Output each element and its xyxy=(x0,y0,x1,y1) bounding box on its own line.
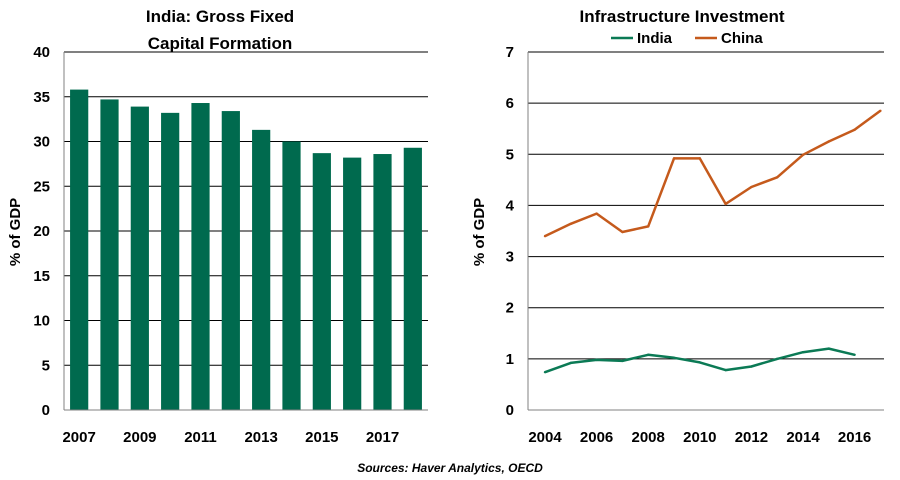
data-point-india xyxy=(647,353,650,356)
legend-label-china: China xyxy=(721,30,763,47)
data-point-china xyxy=(698,157,701,160)
legend-label-india: India xyxy=(637,30,673,47)
data-point-china xyxy=(595,212,598,215)
right-y-tick-label: 5 xyxy=(506,146,514,163)
legend: India China xyxy=(611,30,763,47)
data-point-india xyxy=(698,361,701,364)
right-chart-title: Infrastructure Investment xyxy=(580,7,785,26)
series-line-india xyxy=(544,347,855,374)
data-point-china xyxy=(569,222,572,226)
right-y-tick-label: 1 xyxy=(506,351,514,368)
right-x-tick-label: 2010 xyxy=(683,429,716,446)
data-point-china xyxy=(672,157,676,160)
left-x-tick-label: 2009 xyxy=(123,429,156,446)
left-y-tick-label: 10 xyxy=(33,313,50,330)
infrastructure-line-chart: Infrastructure Investment India China % … xyxy=(471,7,884,446)
bar-2008 xyxy=(100,99,119,410)
bar-2012 xyxy=(221,111,240,410)
bar-2009 xyxy=(130,106,149,410)
data-point-india xyxy=(672,356,676,360)
bar-2010 xyxy=(161,112,180,411)
left-chart-title-line-2: Capital Formation xyxy=(148,34,293,53)
data-point-china xyxy=(801,153,805,156)
bar-2007 xyxy=(70,89,89,410)
right-y-tick-label: 7 xyxy=(506,44,514,61)
data-point-india xyxy=(776,357,779,361)
right-y-tick-label: 3 xyxy=(506,249,514,266)
left-y-tick-label: 15 xyxy=(33,268,50,285)
left-y-tick-label: 0 xyxy=(42,402,50,419)
left-y-tick-label: 30 xyxy=(33,134,50,151)
left-chart-title-line-1: India: Gross Fixed xyxy=(146,7,294,26)
right-y-tick-label: 0 xyxy=(506,402,514,419)
bar-2011 xyxy=(191,103,210,410)
left-x-tick-label: 2013 xyxy=(244,429,277,446)
data-point-india xyxy=(853,353,856,356)
left-y-tick-label: 35 xyxy=(33,89,50,106)
left-x-tick-label: 2007 xyxy=(62,429,95,446)
data-point-india xyxy=(801,351,805,354)
right-x-tick-label: 2008 xyxy=(632,429,665,446)
left-x-tick-label: 2011 xyxy=(184,429,217,446)
bar-2018 xyxy=(403,147,422,410)
left-chart-y-axis-label: % of GDP xyxy=(7,198,24,266)
left-y-tick-label: 20 xyxy=(33,223,50,240)
data-point-india xyxy=(595,358,598,362)
right-x-tick-label: 2012 xyxy=(735,429,768,446)
data-point-china xyxy=(621,230,624,234)
right-x-tick-label: 2006 xyxy=(580,429,613,446)
data-point-india xyxy=(543,370,547,374)
data-point-china xyxy=(724,202,727,206)
data-point-india xyxy=(621,359,624,363)
series-line-china xyxy=(544,109,882,238)
gfcf-bar-chart: India: Gross Fixed Capital Formation % o… xyxy=(7,7,428,446)
data-point-india xyxy=(724,368,727,372)
data-point-india xyxy=(750,365,753,368)
left-x-tick-label: 2017 xyxy=(366,429,399,446)
left-y-tick-label: 40 xyxy=(33,44,50,61)
data-point-china xyxy=(879,109,882,113)
data-point-china xyxy=(776,176,779,179)
right-y-tick-label: 6 xyxy=(506,95,514,112)
data-point-china xyxy=(543,234,547,238)
right-x-tick-label: 2014 xyxy=(786,429,820,446)
data-point-india xyxy=(827,347,830,350)
bar-2013 xyxy=(252,129,271,411)
left-y-tick-label: 5 xyxy=(42,357,50,374)
data-point-china xyxy=(853,128,856,131)
left-x-tick-label: 2015 xyxy=(305,429,338,446)
bar-2014 xyxy=(282,141,301,410)
right-x-tick-label: 2004 xyxy=(528,429,562,446)
right-chart-y-axis-label: % of GDP xyxy=(471,198,488,266)
data-point-china xyxy=(647,225,650,228)
right-y-tick-label: 2 xyxy=(506,300,514,317)
left-y-tick-label: 25 xyxy=(33,178,50,195)
right-y-tick-label: 4 xyxy=(506,197,515,214)
source-note: Sources: Haver Analytics, OECD xyxy=(357,461,543,475)
data-point-india xyxy=(569,361,572,365)
bar-2016 xyxy=(343,157,362,410)
bar-2017 xyxy=(373,154,392,410)
data-point-china xyxy=(750,185,753,189)
bar-2015 xyxy=(312,153,331,410)
right-x-tick-label: 2016 xyxy=(838,429,871,446)
data-point-china xyxy=(827,140,830,143)
